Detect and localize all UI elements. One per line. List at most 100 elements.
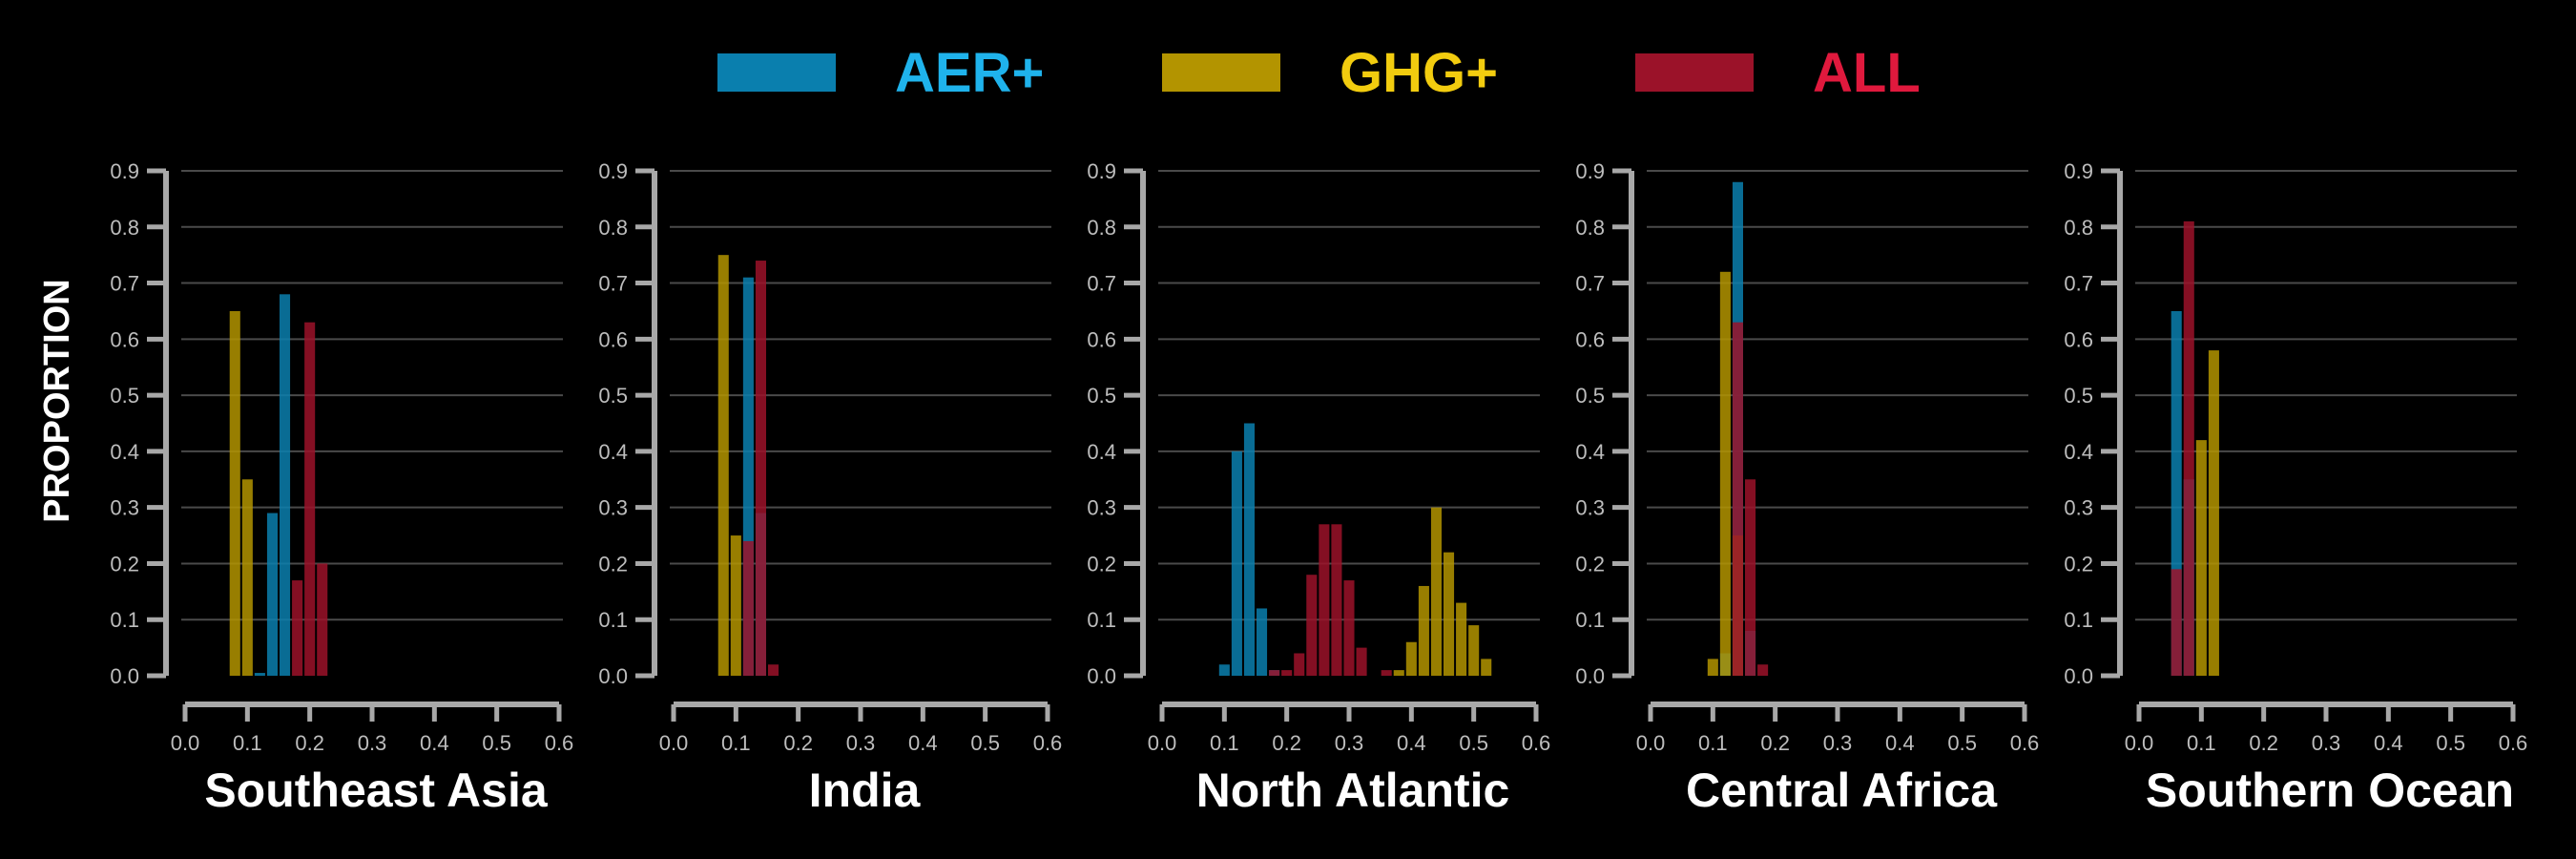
- legend-label-all: ALL: [1813, 42, 1921, 104]
- y-tick-label: 0.6: [2064, 327, 2093, 351]
- bar-all: [1356, 647, 1367, 676]
- y-tick-label: 0.9: [110, 159, 139, 183]
- x-tick-label: 0.1: [2187, 731, 2216, 755]
- y-tick-label: 0.7: [110, 272, 139, 296]
- panel-title: Southeast Asia: [204, 764, 549, 817]
- bar-all: [2183, 220, 2194, 676]
- bar-ghg: [717, 255, 729, 676]
- y-tick-label: 0.4: [2064, 440, 2093, 464]
- bar-all: [1757, 664, 1769, 676]
- panel-title: Central Africa: [1686, 764, 1998, 817]
- x-tick-label: 0.0: [2125, 731, 2154, 755]
- y-tick-label: 0.0: [598, 664, 628, 688]
- bar-all: [304, 322, 316, 676]
- legend-swatch-aer: [717, 53, 836, 92]
- y-tick-label: 0.1: [1575, 608, 1605, 632]
- y-tick-label: 0.4: [1575, 440, 1605, 464]
- y-tick-label: 0.7: [2064, 272, 2093, 296]
- x-tick-label: 0.4: [1885, 731, 1915, 755]
- bar-ghg: [1707, 659, 1718, 676]
- bar-all: [1281, 670, 1293, 676]
- y-tick-label: 0.8: [1087, 216, 1116, 240]
- y-tick-label: 0.2: [110, 552, 139, 576]
- x-tick-label: 0.5: [1459, 731, 1488, 755]
- y-tick-label: 0.7: [598, 272, 628, 296]
- bar-aer: [1257, 608, 1268, 676]
- panel-central-africa: 0.0 0.1 0.2 0.3 0.4 0.5 0.6 0.7 0.8 0.9 0.0 0.1 0.2 0…: [1575, 159, 2039, 817]
- bar-ghg: [1719, 271, 1731, 676]
- y-tick-label: 0.3: [1087, 496, 1116, 520]
- x-tick-label: 0.4: [908, 731, 938, 755]
- bar-ghg: [1430, 507, 1442, 676]
- y-tick-label: 0.5: [598, 384, 628, 408]
- bar-ghg: [2208, 350, 2219, 676]
- bar-ghg: [730, 535, 741, 676]
- y-tick-label: 0.5: [2064, 384, 2093, 408]
- bar-all: [755, 261, 766, 676]
- y-tick-label: 0.9: [1575, 159, 1605, 183]
- legend-swatch-ghg: [1162, 53, 1280, 92]
- bar-all: [1269, 670, 1280, 676]
- bar-all: [1294, 653, 1305, 676]
- x-tick-label: 0.6: [545, 731, 574, 755]
- x-tick-label: 0.6: [2499, 731, 2528, 755]
- y-tick-label: 0.0: [1087, 664, 1116, 688]
- y-tick-label: 0.6: [598, 327, 628, 351]
- y-tick-label: 0.1: [598, 608, 628, 632]
- y-tick-label: 0.5: [110, 384, 139, 408]
- bar-aer: [742, 277, 754, 676]
- x-tick-label: 0.1: [1210, 731, 1239, 755]
- x-tick-label: 0.2: [1272, 731, 1301, 755]
- y-tick-label: 0.9: [598, 159, 628, 183]
- bar-ghg: [1444, 552, 1455, 676]
- y-tick-label: 0.8: [598, 216, 628, 240]
- bar-aer: [2171, 310, 2182, 676]
- y-tick-label: 0.2: [1575, 552, 1605, 576]
- bar-aer: [254, 673, 265, 676]
- x-tick-label: 0.5: [1947, 731, 1977, 755]
- y-tick-label: 0.8: [1575, 216, 1605, 240]
- x-tick-label: 0.3: [2312, 731, 2341, 755]
- x-tick-label: 0.6: [1522, 731, 1551, 755]
- bar-ghg: [241, 479, 253, 676]
- bar-all: [317, 563, 328, 676]
- bar-ghg: [1468, 625, 1480, 676]
- panel-southern-ocean: 0.0 0.1 0.2 0.3 0.4 0.5 0.6 0.7 0.8 0.9 0.0 0.1 0.2 0…: [2064, 159, 2527, 817]
- legend-label-aer: AER+: [895, 42, 1044, 104]
- bar-aer: [280, 294, 291, 676]
- y-tick-label: 0.2: [1087, 552, 1116, 576]
- bar-aer: [266, 513, 278, 676]
- bar-all: [1331, 524, 1342, 676]
- y-tick-label: 0.4: [598, 440, 628, 464]
- bar-all: [2171, 569, 2182, 676]
- bar-all: [1306, 575, 1318, 676]
- x-tick-label: 0.0: [1636, 731, 1666, 755]
- y-tick-label: 0.6: [110, 327, 139, 351]
- y-tick-label: 0.4: [110, 440, 139, 464]
- y-tick-label: 0.4: [1087, 440, 1116, 464]
- x-tick-label: 0.3: [1335, 731, 1364, 755]
- bar-ghg: [229, 310, 240, 676]
- y-tick-label: 0.3: [2064, 496, 2093, 520]
- bar-ghg: [1418, 585, 1429, 676]
- bar-ghg: [2195, 440, 2207, 676]
- x-tick-label: 0.5: [970, 731, 1000, 755]
- x-tick-label: 0.0: [1148, 731, 1177, 755]
- bar-ghg: [1481, 659, 1492, 676]
- x-tick-label: 0.4: [2374, 731, 2403, 755]
- bar-ghg: [1393, 670, 1404, 676]
- panel-india: 0.0 0.1 0.2 0.3 0.4 0.5 0.6 0.7 0.8 0.9 0.0 0.1 0.2 0…: [598, 159, 1062, 817]
- y-tick-label: 0.3: [110, 496, 139, 520]
- x-tick-label: 0.6: [1033, 731, 1063, 755]
- y-tick-label: 0.7: [1575, 272, 1605, 296]
- bar-all: [1381, 670, 1392, 676]
- x-tick-label: 0.1: [233, 731, 262, 755]
- x-tick-label: 0.0: [171, 731, 200, 755]
- bar-aer: [1243, 423, 1255, 676]
- y-axis-label: PROPORTION: [37, 279, 77, 522]
- panel-north-atlantic: 0.0 0.1 0.2 0.3 0.4 0.5 0.6 0.7 0.8 0.9 0.0 0.1 0.2 0…: [1087, 159, 1550, 817]
- x-tick-label: 0.4: [420, 731, 449, 755]
- y-tick-label: 0.1: [110, 608, 139, 632]
- y-tick-label: 0.8: [2064, 216, 2093, 240]
